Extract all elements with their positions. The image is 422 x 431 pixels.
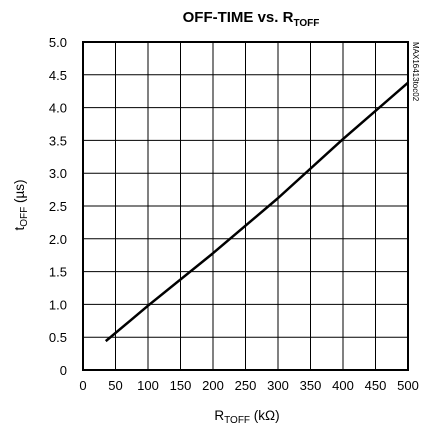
x-tick-label: 150: [170, 378, 192, 393]
x-tick-label: 400: [332, 378, 354, 393]
x-tick-label: 250: [235, 378, 257, 393]
grid: [83, 42, 408, 370]
y-tick-label: 1.0: [49, 297, 67, 312]
y-tick-label: 2.5: [49, 199, 67, 214]
x-tick-label: 500: [397, 378, 419, 393]
x-tick-label: 350: [300, 378, 322, 393]
y-tick-label: 0.5: [49, 330, 67, 345]
x-tick-label: 300: [267, 378, 289, 393]
x-tick-label: 100: [137, 378, 159, 393]
y-tick-label: 0: [60, 363, 67, 378]
plot-frame: [82, 41, 409, 371]
figure-code: MAX16413toc02: [411, 42, 420, 102]
y-tick-label: 3.0: [49, 166, 67, 181]
tick-labels: 0 50 100 150 200 250 300 350 400 450 500 0 0.5 1.0 1.5…: [49, 35, 419, 393]
y-axis-label: tOFF (µs): [12, 179, 30, 230]
y-tick-label: 5.0: [49, 35, 67, 50]
x-tick-label: 200: [202, 378, 224, 393]
y-tick-label: 1.5: [49, 265, 67, 280]
x-tick-label: 450: [365, 378, 387, 393]
y-tick-label: 2.0: [49, 232, 67, 247]
y-tick-label: 4.0: [49, 101, 67, 116]
x-tick-label: 0: [79, 378, 86, 393]
series-line: [104, 81, 409, 343]
chart-title: OFF-TIME vs. RTOFF: [183, 9, 320, 29]
x-tick-label: 50: [108, 378, 122, 393]
y-tick-label: 4.5: [49, 68, 67, 83]
y-tick-label: 3.5: [49, 133, 67, 148]
x-axis-label: RTOFF (kΩ): [214, 408, 279, 426]
data-series: [104, 81, 409, 343]
